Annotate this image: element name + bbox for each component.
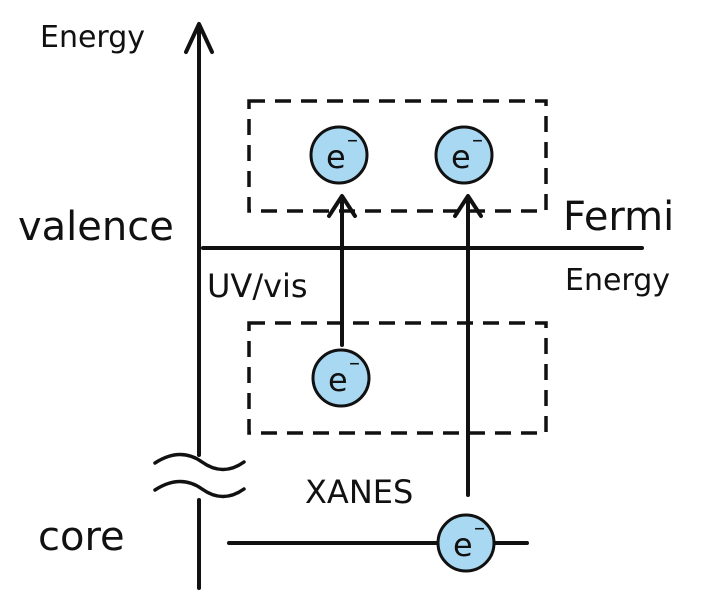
electron-charge: – [349,351,360,376]
electron-core: e – [436,513,496,573]
unoccupied-states-box [247,99,548,213]
electron-valence: e – [311,348,371,408]
uv-vis-label: UV/vis [207,267,308,305]
fermi-label: Fermi [563,194,674,240]
electron-excited-1: e – [309,125,369,185]
electron-excited-2: e – [434,125,494,185]
axis-label: Energy [40,20,145,55]
electron-symbol: e [453,526,473,564]
electron-charge: – [347,128,358,153]
electron-symbol: e [328,361,348,399]
fermi-energy-label: Energy [565,263,670,298]
xanes-transition-arrow [453,194,483,497]
axis-break-icon [153,452,246,499]
valence-label: valence [18,204,174,250]
energy-axis [184,22,214,590]
electron-symbol: e [326,138,346,176]
electron-charge: – [472,128,483,153]
xanes-label: XANES [305,473,413,511]
electron-charge: – [474,516,485,541]
axis-arrowhead-icon [184,22,214,54]
electron-symbol: e [451,138,471,176]
occupied-valence-states-box [247,321,548,435]
core-label: core [38,514,125,560]
uv-vis-transition-arrow [327,194,357,347]
